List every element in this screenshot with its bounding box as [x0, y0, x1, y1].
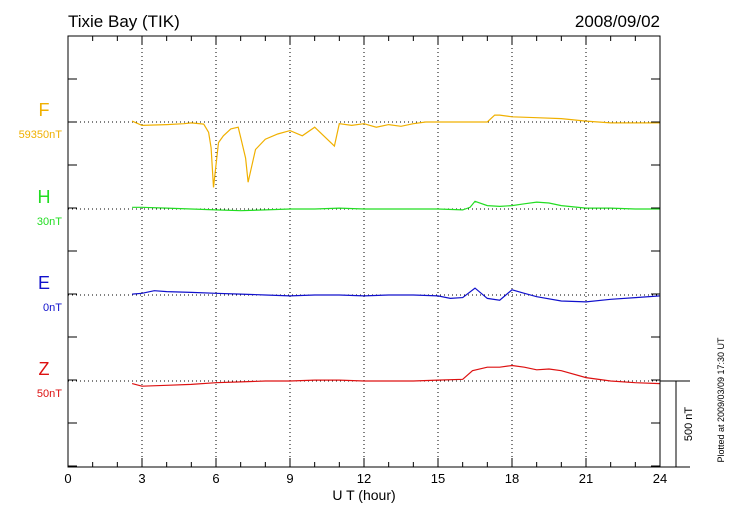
series-baseline-label-F: 59350nT — [19, 129, 63, 141]
x-tick-label-24: 24 — [653, 471, 667, 486]
x-tick-label-18: 18 — [505, 471, 519, 486]
x-tick-label-0: 0 — [64, 471, 71, 486]
series-name-Z: Z — [39, 359, 50, 379]
scale-bar: 500 nT — [660, 380, 695, 468]
series-name-F: F — [39, 100, 50, 120]
series-baseline-label-Z: 50nT — [37, 388, 62, 400]
x-tick-label-6: 6 — [212, 471, 219, 486]
series-line-E — [132, 287, 661, 303]
x-axis-label: U T (hour) — [332, 487, 395, 503]
x-tick-label-15: 15 — [431, 471, 445, 486]
series-baseline-label-H: 30nT — [37, 216, 62, 228]
plotted-timestamp: Plotted at 2009/03/09 17:30 UT — [716, 337, 726, 463]
x-tick-label-9: 9 — [286, 471, 293, 486]
chart-title: Tixie Bay (TIK) — [68, 12, 180, 31]
axis-ticks: 0 3 6 9 12 15 18 21 24 — [64, 35, 667, 486]
scale-bar-label: 500 nT — [683, 407, 695, 442]
grid-lines — [68, 36, 660, 467]
series-line-H — [132, 200, 660, 212]
series-line-Z — [131, 364, 661, 387]
x-tick-label-3: 3 — [138, 471, 145, 486]
series-name-E: E — [38, 273, 50, 293]
series-line-F — [131, 114, 660, 188]
chart-date: 2008/09/02 — [575, 12, 660, 31]
x-tick-label-21: 21 — [579, 471, 593, 486]
series-baseline-label-E: 0nT — [43, 302, 62, 314]
series-group — [131, 114, 661, 387]
series-name-H: H — [38, 187, 51, 207]
series-labels: F 59350nT H 30nT E 0nT Z 50nT — [19, 100, 63, 400]
x-tick-label-12: 12 — [357, 471, 371, 486]
